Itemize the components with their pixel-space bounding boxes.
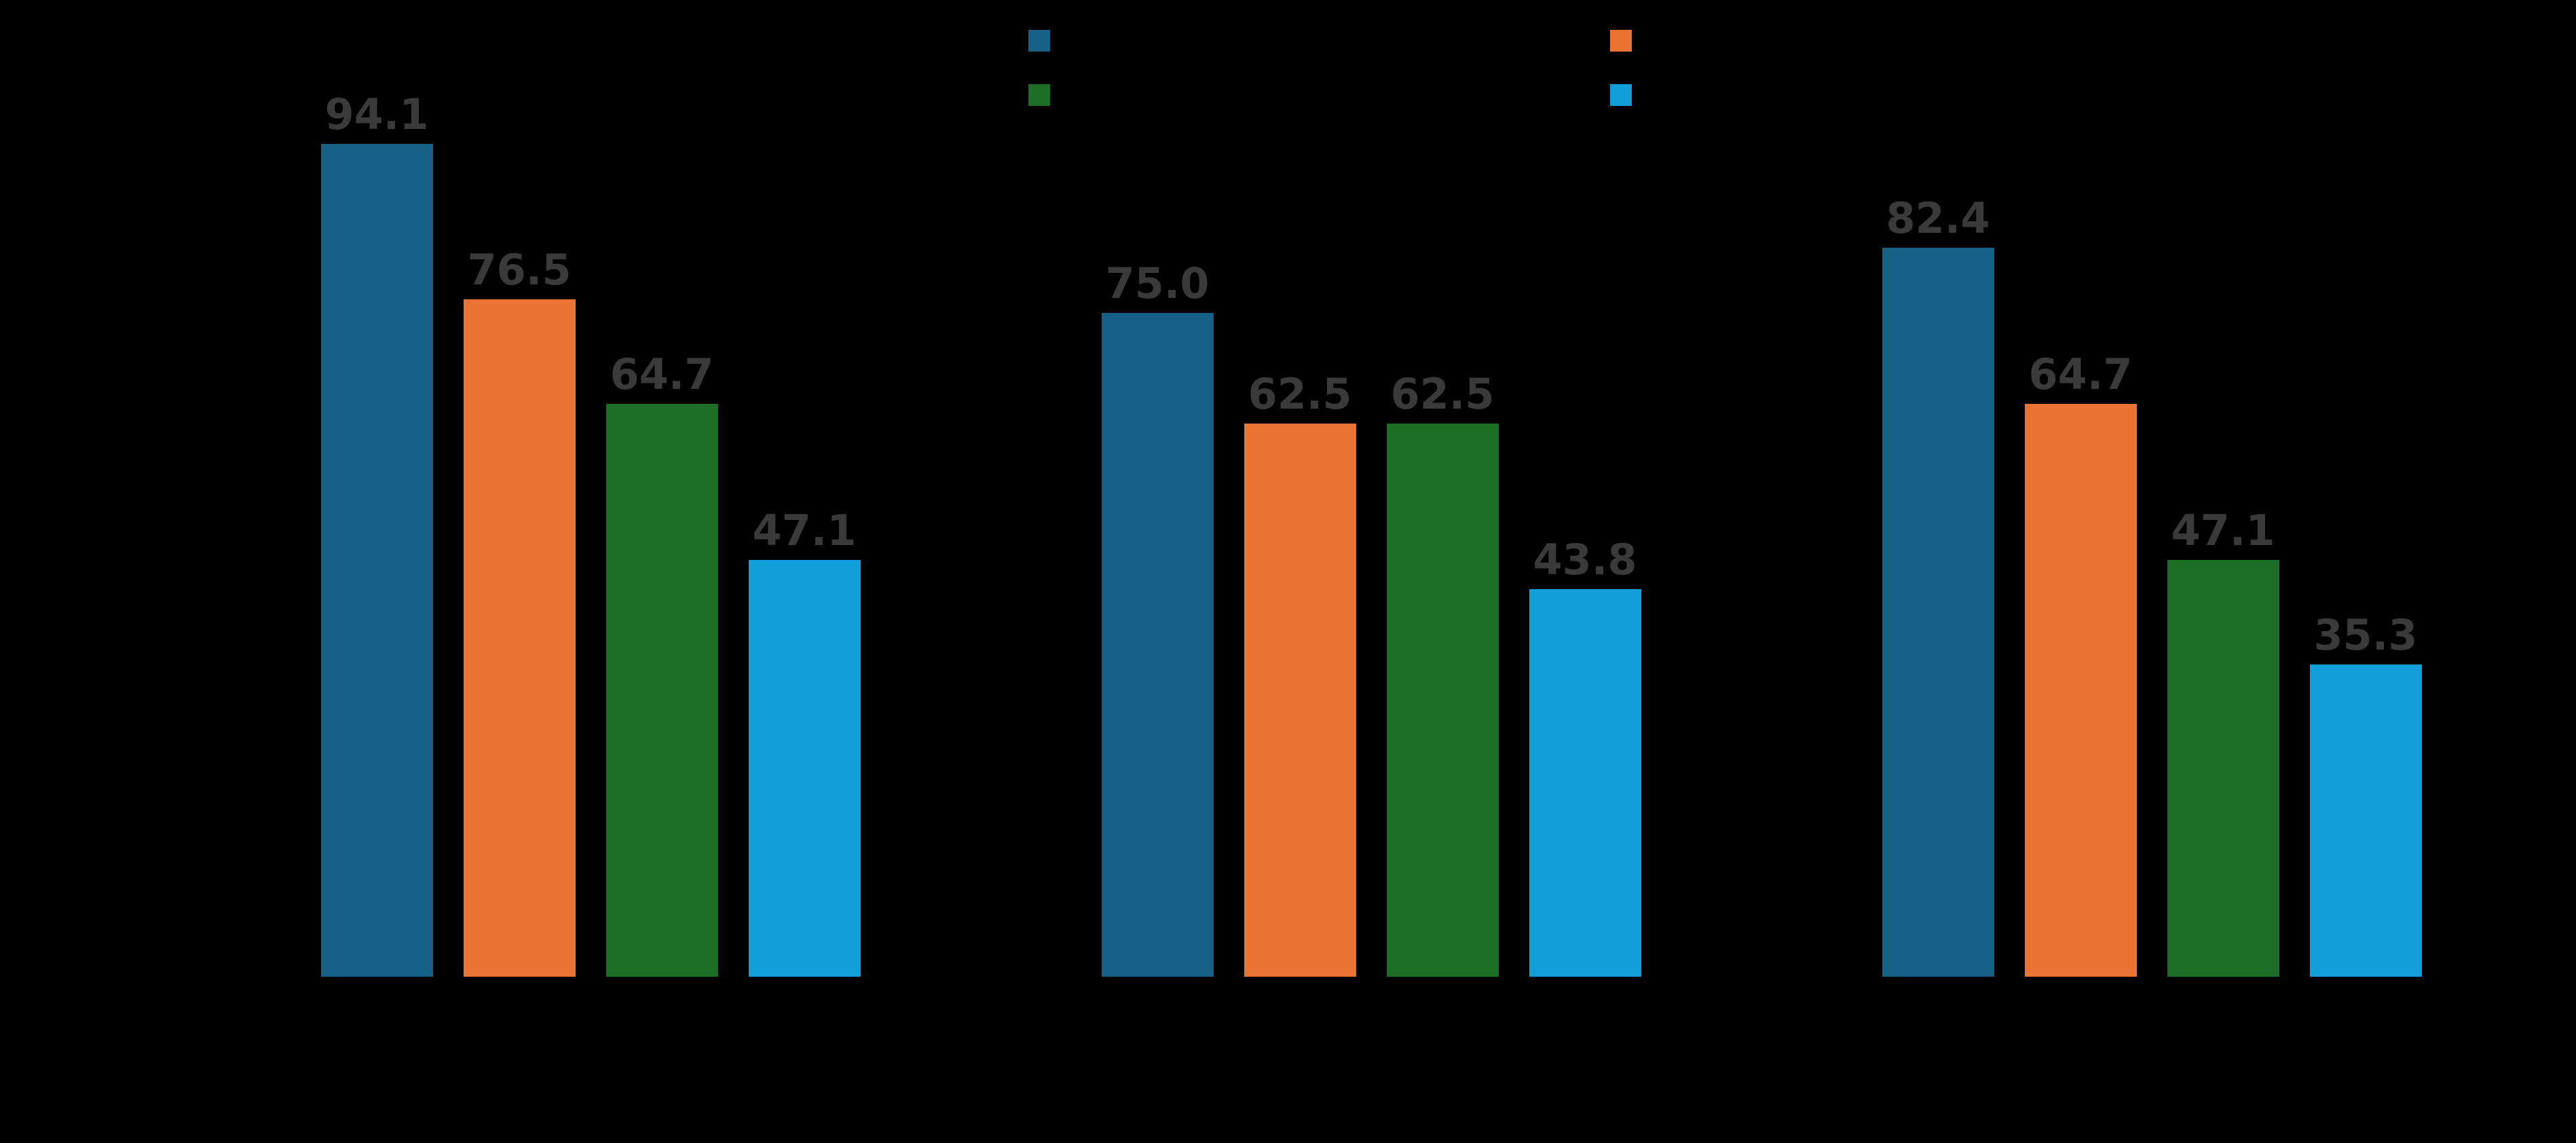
bar-value-label: 43.8	[1533, 535, 1637, 584]
bar-value-label: 47.1	[752, 506, 857, 555]
bar-value-label: 35.3	[2313, 610, 2418, 660]
bar-value-label: 47.1	[2171, 506, 2275, 555]
bar-value-label: 64.7	[2028, 350, 2133, 399]
bar-series4-group2	[1529, 589, 1641, 977]
bar-series1-group1	[320, 144, 433, 977]
bar-value-label: 75.0	[1105, 259, 1210, 308]
bar-series2-group3	[2024, 404, 2137, 977]
bar-value-label: 64.7	[610, 350, 714, 399]
bar-series1-group2	[1101, 313, 1214, 977]
bar-value-label: 62.5	[1248, 369, 1352, 419]
bar-series3-group1	[605, 404, 718, 977]
bar-series2-group2	[1244, 424, 1356, 977]
bar-series2-group1	[463, 299, 576, 977]
bar-series3-group3	[2167, 560, 2279, 977]
bar-value-label: 76.5	[467, 245, 572, 295]
bar-series1-group3	[1882, 248, 1994, 977]
bar-value-label: 94.1	[324, 90, 429, 139]
bar-series4-group3	[2309, 664, 2422, 977]
bar-value-label: 62.5	[1390, 369, 1495, 419]
bar-series3-group2	[1386, 424, 1499, 977]
bar-series4-group1	[748, 560, 861, 977]
bar-value-label: 82.4	[1886, 193, 1990, 243]
